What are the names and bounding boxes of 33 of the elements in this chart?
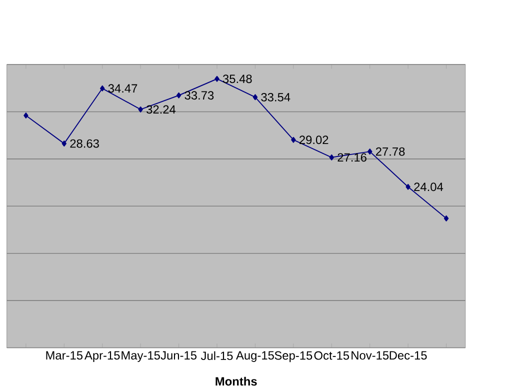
- x-tick-label: Nov-15: [352, 351, 389, 360]
- point: [214, 76, 220, 82]
- data-label: 33.54: [261, 92, 290, 102]
- x-tick-label: Dec-15: [390, 351, 427, 360]
- point: [24, 112, 28, 119]
- data-label: 27.16: [338, 153, 366, 162]
- data-label: 27.78: [376, 147, 405, 156]
- data-label: 32.24: [146, 105, 176, 114]
- data-label: 34.47: [108, 84, 138, 93]
- data-label: 28.63: [70, 139, 99, 148]
- x-tick-label: Sep-15: [274, 351, 312, 362]
- point: [62, 140, 67, 147]
- data-label: 29.02: [300, 136, 328, 144]
- x-tick-label: Oct-15: [314, 351, 350, 360]
- x-tick-label: Mar-15: [46, 351, 83, 360]
- data-label: 24.04: [414, 182, 444, 192]
- x-axis-title: Months: [216, 376, 257, 386]
- point: [444, 215, 449, 222]
- point: [406, 184, 410, 190]
- x-tick-label: Jul-15: [200, 351, 233, 360]
- point: [367, 148, 372, 155]
- data-label: 33.73: [184, 91, 214, 100]
- x-tick-label: Apr-15: [84, 351, 120, 362]
- point: [252, 94, 258, 100]
- x-tick-label: Aug-15: [236, 351, 274, 362]
- point: [100, 85, 105, 92]
- x-tick-label: Jun-15: [160, 351, 197, 360]
- data-label: 35.48: [222, 74, 252, 84]
- point: [176, 92, 182, 98]
- point: [329, 154, 334, 160]
- point: [138, 106, 143, 112]
- point: [291, 136, 296, 143]
- x-tick-label: May-15: [122, 351, 160, 362]
